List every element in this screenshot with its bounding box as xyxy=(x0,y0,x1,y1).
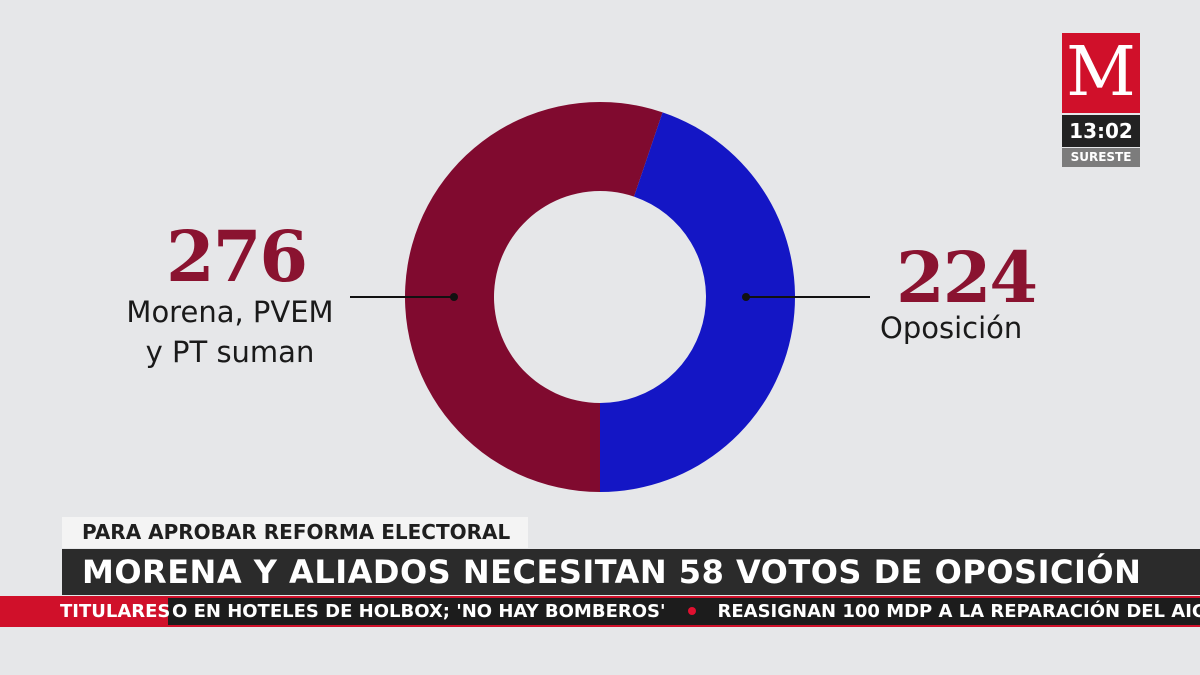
bullet-icon xyxy=(687,607,696,615)
milenio-m-logo: M xyxy=(1062,33,1140,113)
morena-label-line2: y PT suman xyxy=(145,335,315,369)
lower-third-kicker: PARA APROBAR REFORMA ELECTORAL xyxy=(62,517,528,548)
opposition-label: Oposición xyxy=(880,311,1023,345)
ticker-track: O EN HOTELES DE HOLBOX; 'NO HAY BOMBEROS… xyxy=(172,598,1200,625)
clock-time: 13:02 xyxy=(1062,115,1140,147)
ticker-label: TITULARES xyxy=(0,598,170,625)
donut-chart-area: 276 Morena, PVEM y PT suman 224 Oposició… xyxy=(100,101,1038,493)
morena-label: Morena, PVEM y PT suman xyxy=(100,292,360,372)
slice-oposicion xyxy=(600,112,795,493)
donut-chart xyxy=(350,101,870,493)
morena-seat-count: 276 xyxy=(166,215,308,298)
morena-label-line1: Morena, PVEM xyxy=(126,295,334,329)
opposition-leader-dot xyxy=(742,293,750,301)
ticker-item: O EN HOTELES DE HOLBOX; 'NO HAY BOMBEROS… xyxy=(172,601,666,622)
lower-third-headline: MORENA Y ALIADOS NECESITAN 58 VOTOS DE O… xyxy=(62,549,1200,595)
morena-leader-dot xyxy=(450,293,458,301)
slice-morena xyxy=(404,101,663,492)
ticker-item: REASIGNAN 100 MDP A LA REPARACIÓN DEL AI… xyxy=(717,601,1200,622)
opposition-seat-count: 224 xyxy=(896,236,1038,319)
news-ticker: TITULARES O EN HOTELES DE HOLBOX; 'NO HA… xyxy=(0,596,1200,627)
channel-logo: M 13:02 SURESTE xyxy=(1062,33,1140,167)
region-label: SURESTE xyxy=(1062,148,1140,167)
